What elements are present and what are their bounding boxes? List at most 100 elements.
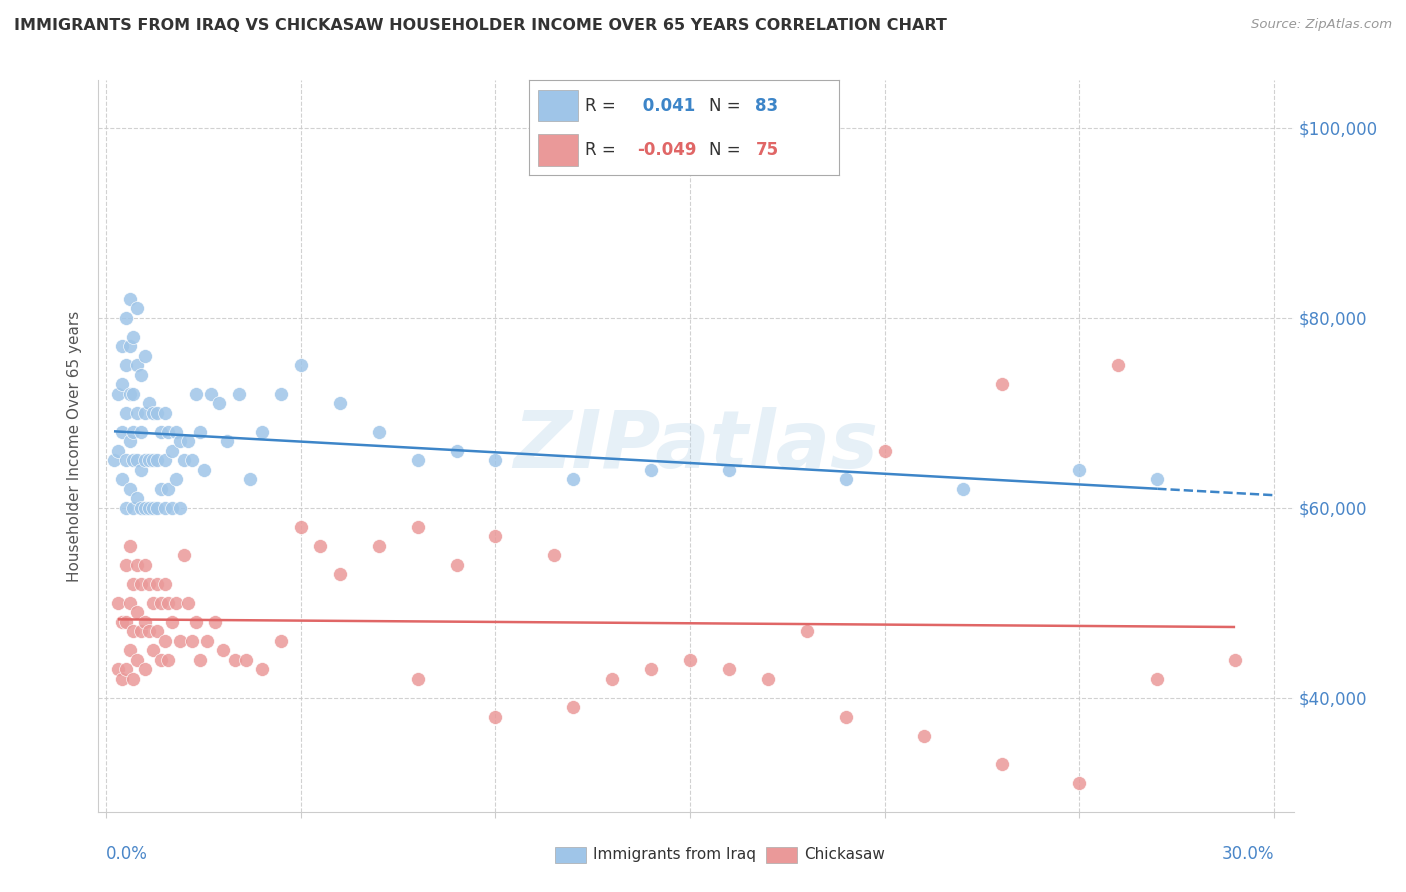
Point xyxy=(208,396,231,410)
Point xyxy=(149,425,172,439)
Point xyxy=(153,576,176,591)
Text: Immigrants from Iraq: Immigrants from Iraq xyxy=(593,847,756,862)
Point xyxy=(134,558,156,572)
Point xyxy=(177,434,200,449)
Point xyxy=(484,529,506,543)
Point xyxy=(129,576,152,591)
Point xyxy=(1223,653,1246,667)
Point xyxy=(118,596,141,610)
Point xyxy=(118,539,141,553)
Point xyxy=(122,576,145,591)
Point xyxy=(367,539,389,553)
Text: ZIPatlas: ZIPatlas xyxy=(513,407,879,485)
Y-axis label: Householder Income Over 65 years: Householder Income Over 65 years xyxy=(67,310,83,582)
Point xyxy=(122,386,145,401)
Point xyxy=(270,633,292,648)
Point xyxy=(138,396,160,410)
Point xyxy=(127,605,149,619)
Point xyxy=(224,653,246,667)
Point xyxy=(406,672,429,686)
Text: IMMIGRANTS FROM IRAQ VS CHICKASAW HOUSEHOLDER INCOME OVER 65 YEARS CORRELATION C: IMMIGRANTS FROM IRAQ VS CHICKASAW HOUSEH… xyxy=(14,18,946,33)
Point xyxy=(111,672,134,686)
Point xyxy=(718,463,741,477)
Point xyxy=(153,500,176,515)
Point xyxy=(309,539,332,553)
Text: Chickasaw: Chickasaw xyxy=(804,847,886,862)
Point xyxy=(756,672,779,686)
Point xyxy=(114,358,136,372)
Point xyxy=(142,500,165,515)
Point xyxy=(129,368,152,382)
Point xyxy=(204,615,226,629)
Point xyxy=(180,453,202,467)
Point xyxy=(157,482,180,496)
Point xyxy=(165,472,187,486)
Point xyxy=(138,453,160,467)
Point xyxy=(134,453,156,467)
Point xyxy=(169,434,191,449)
Point xyxy=(1069,463,1091,477)
Point xyxy=(835,710,858,724)
Point xyxy=(912,729,935,743)
Point xyxy=(180,633,202,648)
Point xyxy=(127,358,149,372)
Point xyxy=(173,548,195,562)
Point xyxy=(122,672,145,686)
Point xyxy=(600,672,623,686)
Text: Source: ZipAtlas.com: Source: ZipAtlas.com xyxy=(1251,18,1392,31)
Point xyxy=(122,330,145,344)
Point xyxy=(114,406,136,420)
Point xyxy=(169,633,191,648)
Point xyxy=(146,576,169,591)
Point xyxy=(111,339,134,353)
Point xyxy=(127,301,149,316)
Point xyxy=(122,500,145,515)
Point xyxy=(484,710,506,724)
Point xyxy=(157,653,180,667)
Point xyxy=(146,624,169,639)
Point xyxy=(146,406,169,420)
Point xyxy=(835,472,858,486)
Point xyxy=(149,596,172,610)
Point xyxy=(157,425,180,439)
Point xyxy=(114,558,136,572)
Point xyxy=(107,662,129,676)
Point xyxy=(127,453,149,467)
Point xyxy=(127,558,149,572)
Point xyxy=(142,643,165,657)
Point xyxy=(679,653,702,667)
Point xyxy=(134,615,156,629)
Point xyxy=(138,500,160,515)
Point xyxy=(129,425,152,439)
Point xyxy=(329,567,352,582)
Point xyxy=(142,406,165,420)
Point xyxy=(990,757,1012,772)
Point xyxy=(239,472,262,486)
Point xyxy=(114,310,136,325)
Text: 0.0%: 0.0% xyxy=(107,845,148,863)
Point xyxy=(197,633,219,648)
Point xyxy=(873,443,896,458)
Point xyxy=(134,662,156,676)
Point xyxy=(212,643,235,657)
Point xyxy=(188,425,211,439)
Text: 30.0%: 30.0% xyxy=(1222,845,1274,863)
Point xyxy=(446,558,468,572)
Point xyxy=(215,434,238,449)
Point xyxy=(228,386,250,401)
Point xyxy=(1069,776,1091,790)
Point xyxy=(129,624,152,639)
Point xyxy=(138,576,160,591)
Point xyxy=(146,500,169,515)
Point xyxy=(107,596,129,610)
Point xyxy=(153,406,176,420)
Point xyxy=(111,615,134,629)
Point xyxy=(103,453,125,467)
Point xyxy=(406,520,429,534)
Point xyxy=(127,491,149,506)
Point xyxy=(235,653,257,667)
Point xyxy=(122,425,145,439)
Point xyxy=(290,358,312,372)
Point xyxy=(290,520,312,534)
Point xyxy=(122,624,145,639)
